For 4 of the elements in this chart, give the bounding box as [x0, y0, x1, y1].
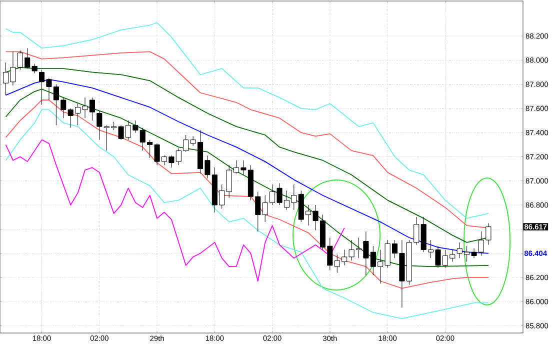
line-series	[5, 22, 489, 219]
line-series	[5, 139, 345, 282]
line-series	[5, 100, 489, 289]
line-series	[5, 109, 489, 319]
